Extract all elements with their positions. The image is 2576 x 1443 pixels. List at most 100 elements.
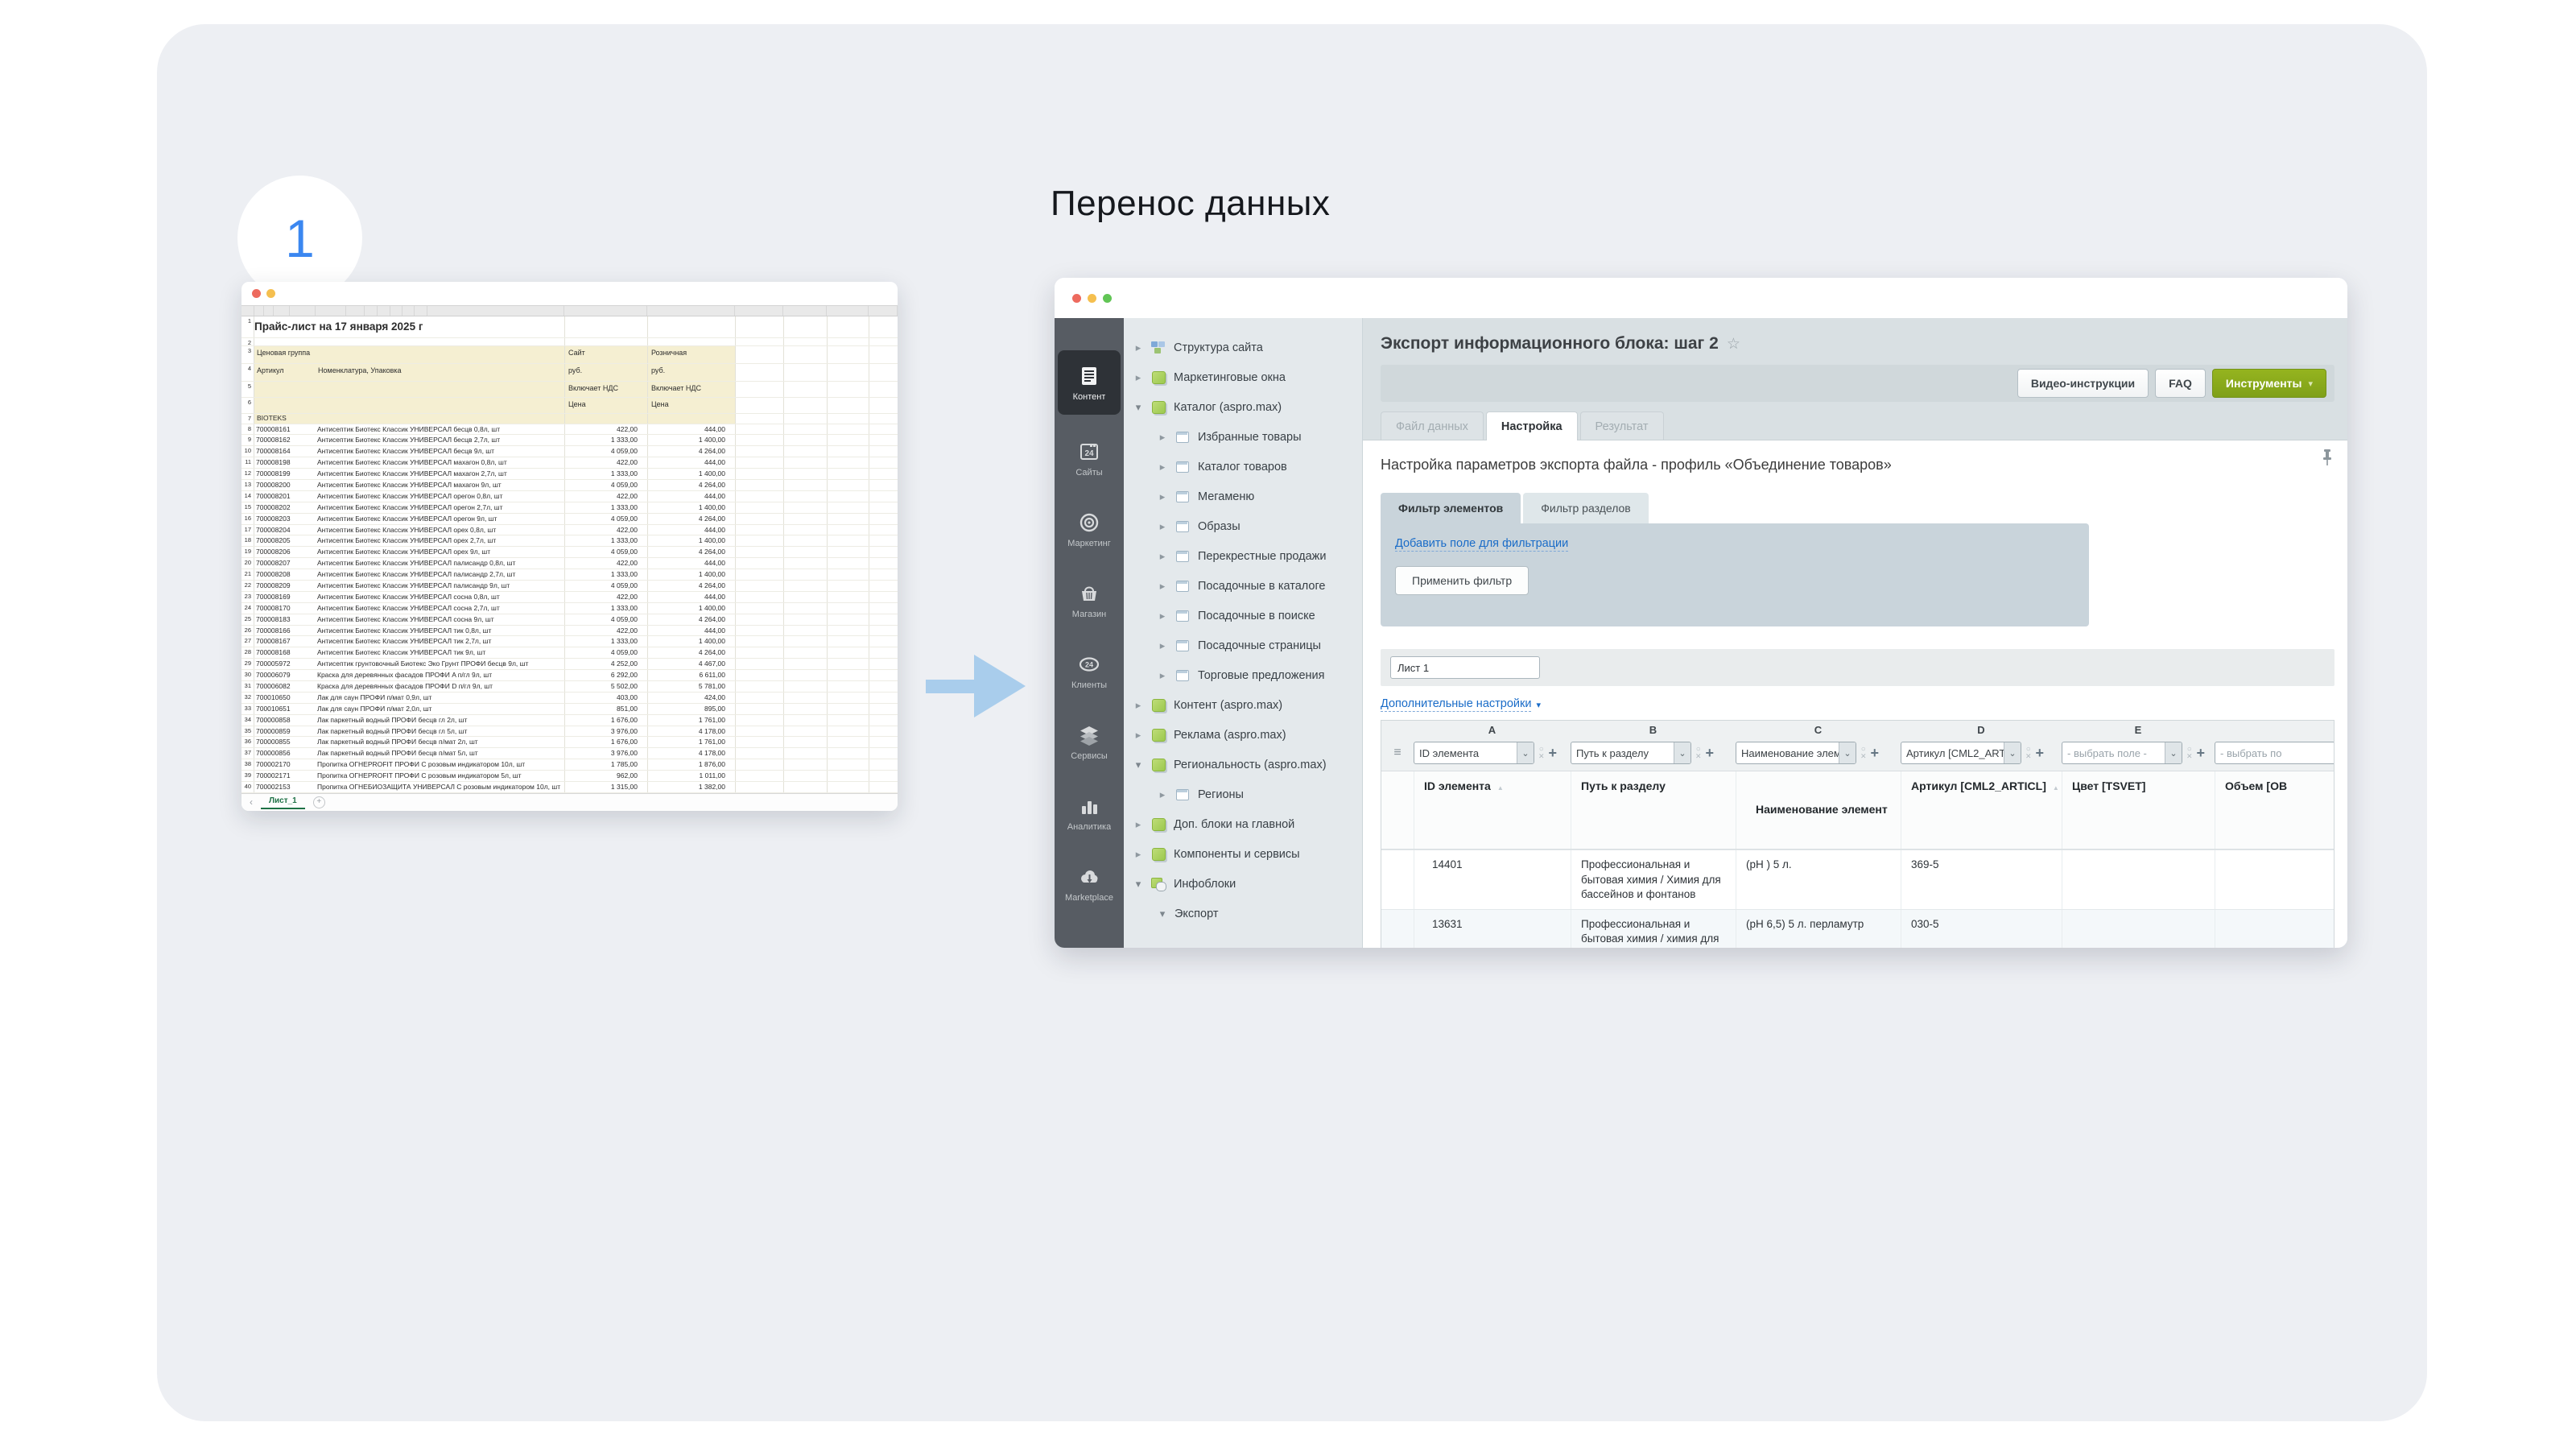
field-options-icon[interactable]: ○ ✕ xyxy=(2186,745,2193,761)
add-field-icon[interactable]: + xyxy=(2035,744,2045,761)
add-field-icon[interactable]: + xyxy=(1548,744,1558,761)
tree-item[interactable]: Посадочные в каталоге xyxy=(1158,571,1362,601)
sheet-name-input[interactable] xyxy=(1390,656,1540,679)
tab-result[interactable]: Результат xyxy=(1579,411,1664,440)
tree-item[interactable]: Доп. блоки на главной xyxy=(1133,809,1362,839)
tree-item[interactable]: Реклама (aspro.max) xyxy=(1133,720,1362,750)
tree-item[interactable]: Мегаменю xyxy=(1158,482,1362,511)
tree-item[interactable]: Посадочные в поиске xyxy=(1158,601,1362,631)
expand-icon[interactable] xyxy=(1158,639,1167,652)
grid-header-name[interactable]: Наименование элемент▼✕ xyxy=(1736,771,1901,850)
filter-tab-sections[interactable]: Фильтр разделов xyxy=(1523,493,1649,523)
expand-icon[interactable] xyxy=(1158,610,1167,622)
tree-item[interactable]: Каталог товаров xyxy=(1158,452,1362,482)
add-field-icon[interactable]: + xyxy=(1870,744,1880,761)
expand-icon[interactable] xyxy=(1158,431,1167,444)
faq-button[interactable]: FAQ xyxy=(2155,369,2206,398)
column-letter[interactable] xyxy=(254,305,264,316)
add-field-icon[interactable]: + xyxy=(1705,744,1715,761)
tree-item[interactable]: Избранные товары xyxy=(1158,422,1362,452)
column-letter[interactable] xyxy=(264,305,274,316)
add-filter-field-link[interactable]: Добавить поле для фильтрации xyxy=(1395,537,1569,552)
column-letter[interactable] xyxy=(647,305,735,316)
grid-header-path[interactable]: Путь к разделу xyxy=(1571,771,1736,850)
field-select[interactable]: - выбрать поле - ⌄ xyxy=(2062,742,2182,765)
column-letter[interactable] xyxy=(735,305,783,316)
tree-item[interactable]: Компоненты и сервисы xyxy=(1133,839,1362,869)
column-letter[interactable] xyxy=(427,305,564,316)
collapse-icon[interactable] xyxy=(1133,759,1143,771)
expand-icon[interactable] xyxy=(1133,818,1143,831)
expand-icon[interactable] xyxy=(1133,341,1143,354)
column-letter[interactable] xyxy=(564,305,647,316)
column-letter[interactable] xyxy=(365,305,378,316)
sheet-nav-arrow-icon[interactable]: ‹ xyxy=(250,796,253,808)
field-select[interactable]: - выбрать по xyxy=(2215,742,2334,765)
collapse-icon[interactable] xyxy=(1158,908,1167,920)
tree-item[interactable]: Инфоблоки xyxy=(1133,869,1362,899)
column-letter[interactable] xyxy=(274,305,290,316)
tree-item[interactable]: Регионы xyxy=(1158,779,1362,809)
expand-icon[interactable] xyxy=(1133,848,1143,861)
tree-item[interactable]: Структура сайта xyxy=(1133,333,1362,362)
tree-item-export[interactable]: Экспорт xyxy=(1158,899,1362,928)
grid-header-color[interactable]: Цвет [TSVET] xyxy=(2062,771,2215,850)
expand-icon[interactable] xyxy=(1158,580,1167,593)
video-instructions-button[interactable]: Видео-инструкции xyxy=(2017,369,2149,398)
collapse-icon[interactable] xyxy=(1133,878,1143,891)
grid-row[interactable]: 14401 Профессиональная и бытовая химия /… xyxy=(1381,850,2334,910)
expand-icon[interactable] xyxy=(1133,729,1143,742)
column-letter[interactable] xyxy=(827,305,869,316)
add-sheet-icon[interactable]: + xyxy=(312,796,325,808)
close-icon[interactable] xyxy=(1072,293,1081,303)
rail-item-content[interactable]: Контент xyxy=(1058,350,1121,415)
favorite-star-icon[interactable]: ☆ xyxy=(1726,335,1740,353)
expand-icon[interactable] xyxy=(1133,371,1143,384)
column-letter[interactable] xyxy=(346,305,365,316)
field-options-icon[interactable]: ○ ✕ xyxy=(1695,745,1702,761)
column-letter[interactable] xyxy=(316,305,346,316)
filter-tab-elements[interactable]: Фильтр элементов xyxy=(1381,493,1521,523)
grid-header-id[interactable]: ID элемента xyxy=(1414,771,1571,850)
grid-row[interactable]: 13631 Профессиональная и бытовая химия /… xyxy=(1381,909,2334,948)
column-letter[interactable] xyxy=(415,305,427,316)
field-select[interactable]: ID элемента ⌄ xyxy=(1414,742,1534,765)
rail-item-marketplace[interactable]: Marketplace xyxy=(1055,848,1124,919)
field-select[interactable]: Наименование элем ⌄ xyxy=(1736,742,1856,765)
expand-icon[interactable] xyxy=(1158,520,1167,533)
close-icon[interactable] xyxy=(252,288,261,298)
column-letter[interactable] xyxy=(390,305,402,316)
rail-item-services[interactable]: Сервисы xyxy=(1055,706,1124,777)
sheet-tab[interactable]: Лист_1 xyxy=(261,795,305,810)
drag-handle-icon[interactable]: ≡ xyxy=(1393,746,1402,760)
grid-header-article[interactable]: Артикул [CML2_ARTICL] xyxy=(1901,771,2062,850)
minimize-icon[interactable] xyxy=(266,288,275,298)
tree-item[interactable]: Контент (aspro.max) xyxy=(1133,690,1362,720)
expand-icon[interactable] xyxy=(1158,550,1167,563)
minimize-icon[interactable] xyxy=(1088,293,1096,303)
tab-data-file[interactable]: Файл данных xyxy=(1381,411,1484,440)
expand-icon[interactable] xyxy=(1158,490,1167,503)
column-letter[interactable] xyxy=(783,305,827,316)
field-options-icon[interactable]: ○ ✕ xyxy=(1860,745,1867,761)
tree-item[interactable]: Образы xyxy=(1158,511,1362,541)
tree-item[interactable]: Маркетинговые окна xyxy=(1133,362,1362,392)
tree-item[interactable]: Региональность (aspro.max) xyxy=(1133,750,1362,779)
column-letter[interactable] xyxy=(290,305,316,316)
expand-icon[interactable] xyxy=(1158,788,1167,801)
rail-item-sites[interactable]: 24 Сайты xyxy=(1055,423,1124,494)
rail-item-marketing[interactable]: Маркетинг xyxy=(1055,494,1124,564)
field-options-icon[interactable]: ○ ✕ xyxy=(2025,745,2032,761)
collapse-icon[interactable] xyxy=(1133,401,1143,414)
pin-icon[interactable] xyxy=(2322,449,2333,470)
field-select[interactable]: Артикул [CML2_ART ⌄ xyxy=(1901,742,2021,765)
more-settings[interactable]: Дополнительные настройки ▾ xyxy=(1381,697,2334,713)
column-letter[interactable] xyxy=(378,305,390,316)
expand-icon[interactable] xyxy=(1158,669,1167,682)
column-letter[interactable] xyxy=(402,305,415,316)
apply-filter-button[interactable]: Применить фильтр xyxy=(1395,566,1530,596)
zoom-icon[interactable] xyxy=(1103,293,1112,303)
tree-item[interactable]: Каталог (aspro.max) xyxy=(1133,392,1362,422)
tree-item[interactable]: Перекрестные продажи xyxy=(1158,541,1362,571)
tree-item[interactable]: Посадочные страницы xyxy=(1158,631,1362,660)
